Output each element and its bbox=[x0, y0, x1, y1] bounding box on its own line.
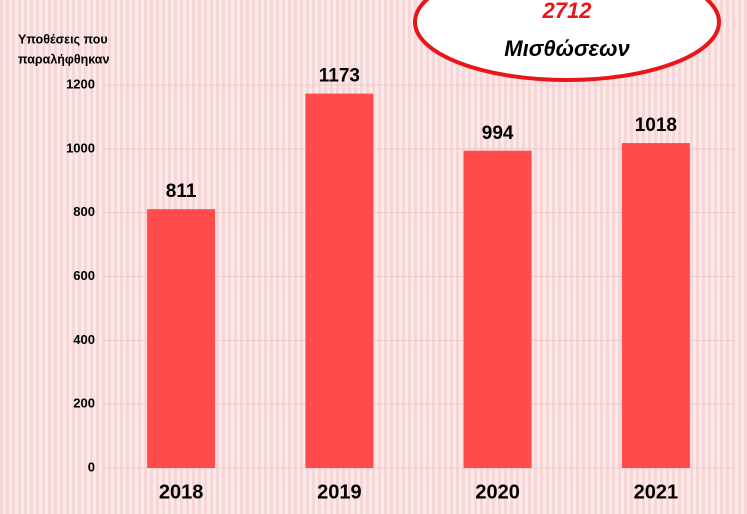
value-label: 1173 bbox=[319, 66, 360, 87]
x-tick-label: 2019 bbox=[317, 481, 362, 503]
y-tick-label: 800 bbox=[73, 204, 95, 219]
y-axis-label: παραλήφθηκαν bbox=[18, 52, 109, 66]
annotation-number: 2712 bbox=[542, 0, 593, 23]
x-tick-label: 2018 bbox=[159, 481, 204, 503]
y-tick-label: 600 bbox=[73, 268, 95, 283]
bar bbox=[147, 209, 216, 469]
bar bbox=[621, 143, 690, 469]
y-tick-label: 1000 bbox=[66, 140, 95, 155]
bar bbox=[305, 93, 374, 469]
y-tick-label: 1200 bbox=[66, 76, 95, 91]
y-tick-label: 0 bbox=[88, 459, 95, 474]
annotation-bubble bbox=[413, 0, 721, 82]
x-tick-label: 2021 bbox=[634, 481, 679, 503]
x-tick-label: 2020 bbox=[475, 481, 520, 503]
plot: 0 200 400 600 800 1000 1200 2018 811 2019 1173 2020… bbox=[66, 66, 735, 503]
value-label: 1018 bbox=[635, 115, 677, 136]
y-tick-label: 200 bbox=[73, 396, 95, 411]
value-label: 994 bbox=[482, 123, 514, 144]
annotation-text: Μισθώσεων bbox=[504, 36, 630, 61]
y-tick-label: 400 bbox=[73, 332, 95, 347]
value-label: 811 bbox=[166, 181, 197, 202]
y-axis-label: Υποθέσεις που bbox=[18, 32, 108, 46]
bar bbox=[463, 150, 532, 468]
